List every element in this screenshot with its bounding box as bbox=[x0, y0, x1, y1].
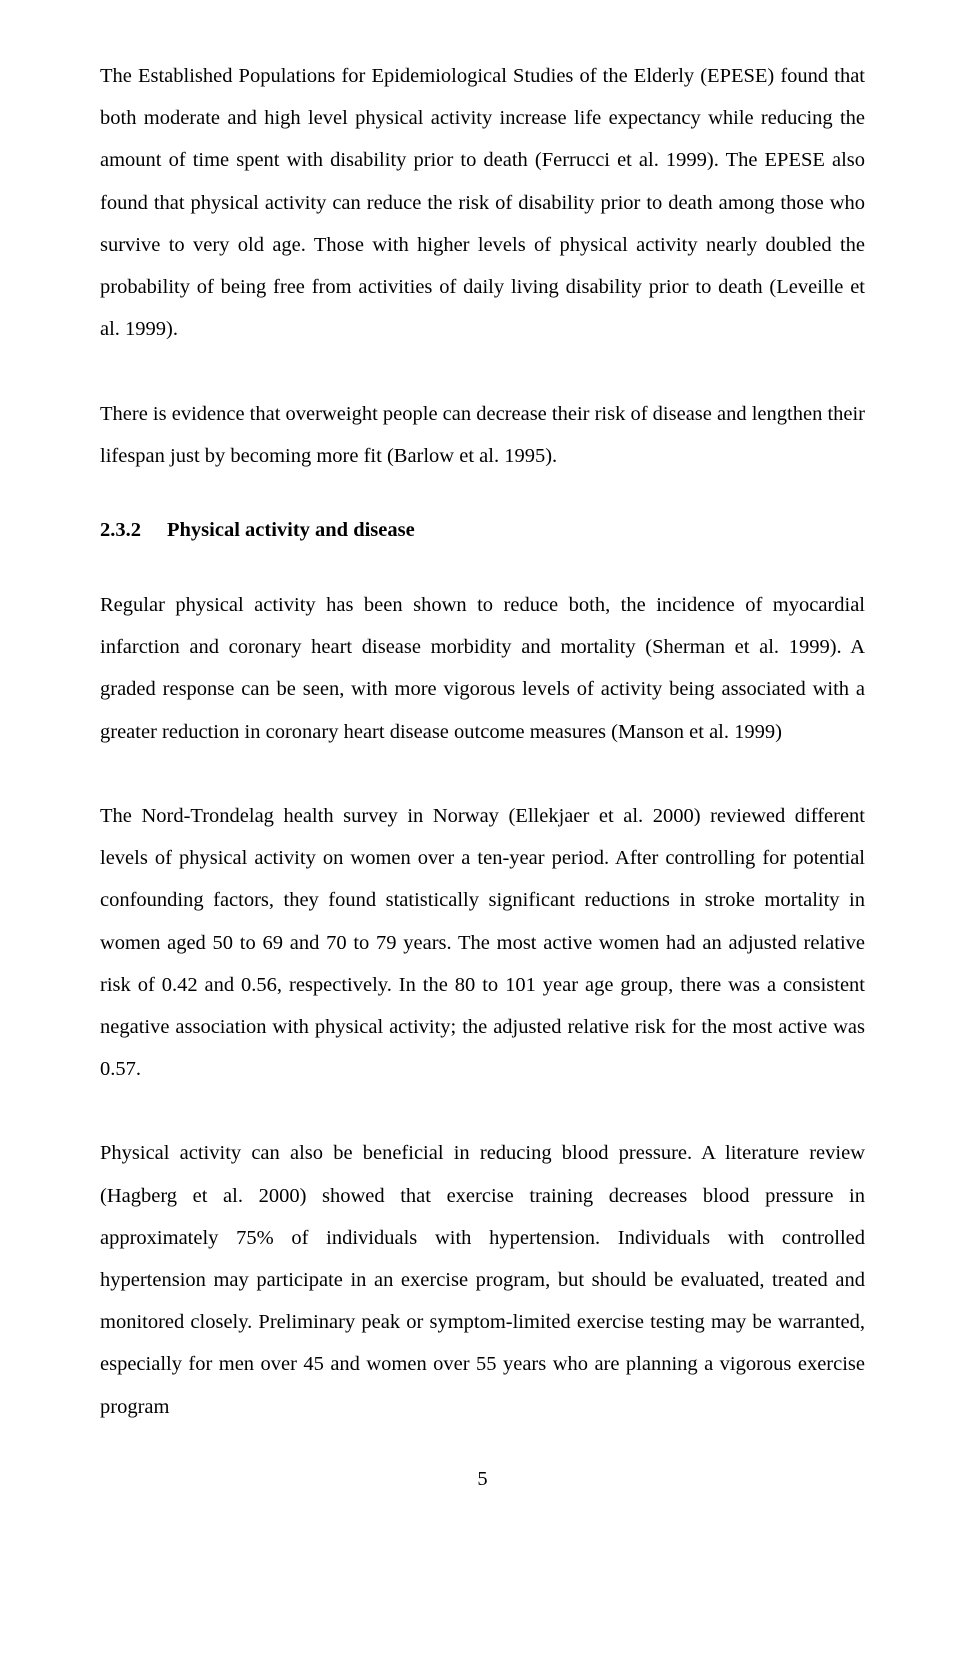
paragraph-1: The Established Populations for Epidemio… bbox=[100, 55, 865, 351]
paragraph-2: There is evidence that overweight people… bbox=[100, 393, 865, 477]
paragraph-5: Physical activity can also be beneficial… bbox=[100, 1132, 865, 1428]
section-number: 2.3.2 bbox=[100, 519, 141, 542]
page-number: 5 bbox=[100, 1468, 865, 1491]
section-heading: 2.3.2 Physical activity and disease bbox=[100, 519, 865, 542]
section-title: Physical activity and disease bbox=[167, 519, 415, 541]
paragraph-3: Regular physical activity has been shown… bbox=[100, 584, 865, 753]
paragraph-4: The Nord-Trondelag health survey in Norw… bbox=[100, 795, 865, 1091]
